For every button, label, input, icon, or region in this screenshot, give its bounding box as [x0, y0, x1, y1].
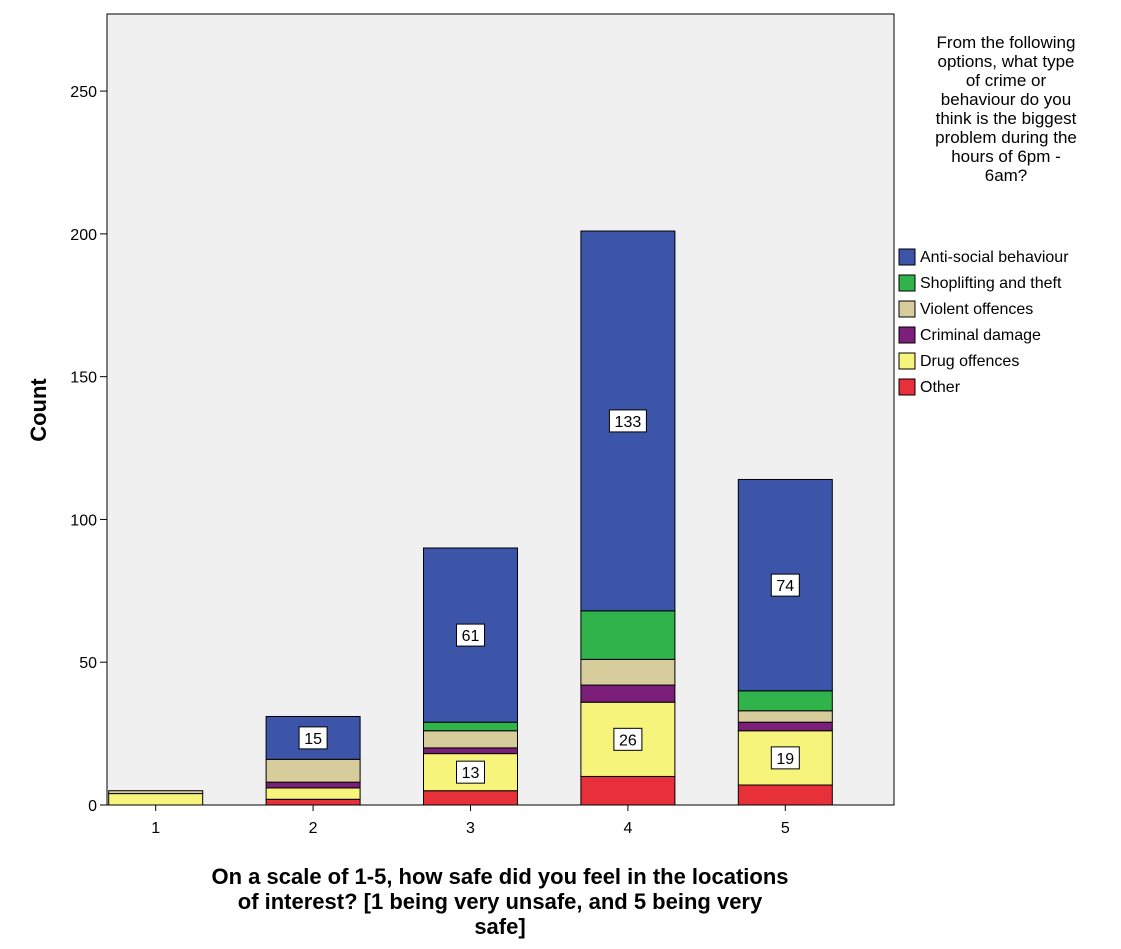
data-label-box — [770, 573, 800, 597]
legend-swatch — [898, 326, 916, 344]
x-axis-title: On a scale of 1-5, how safe did you feel… — [211, 864, 788, 939]
data-label: 15 — [304, 731, 322, 748]
data-label-box — [608, 409, 647, 433]
data-label-box — [298, 726, 328, 750]
x-tick-label: 1 — [151, 820, 160, 837]
bar-segment — [580, 684, 676, 703]
y-axis-title: Count — [26, 378, 51, 442]
x-tick-label: 5 — [781, 820, 790, 837]
data-labels-layer: 15 61 13 133 26 74 19 — [298, 409, 800, 784]
bar-segment — [265, 798, 361, 806]
x-axis-title-line: of interest? [1 being very unsafe, and 5… — [238, 889, 763, 914]
bar-segment — [580, 775, 676, 806]
bar-segment — [108, 793, 204, 806]
data-label: 61 — [462, 628, 480, 645]
data-label: 19 — [776, 751, 794, 768]
y-tick-label: 200 — [70, 227, 97, 244]
bar-segment — [108, 790, 204, 795]
x-axis-title-line: safe] — [474, 914, 525, 939]
data-label-box — [613, 727, 643, 751]
legend-title-line: options, what type — [937, 52, 1074, 71]
legend-title-line: problem during the — [935, 128, 1077, 147]
bar-segment — [423, 790, 518, 806]
bar-segment — [737, 721, 833, 732]
legend-label: Drug offences — [920, 353, 1019, 370]
y-tick-label: 50 — [79, 655, 97, 672]
legend-label: Violent offences — [920, 301, 1033, 318]
legend-title-line: 6am? — [985, 166, 1028, 185]
data-label-box — [456, 760, 485, 784]
bar-segment — [423, 730, 518, 749]
x-tick-label: 4 — [623, 820, 632, 837]
bar-segment — [423, 747, 518, 755]
data-label: 74 — [776, 578, 794, 595]
x-tick-label: 3 — [466, 820, 475, 837]
y-axis: 0 50 100 150 200 250 — [70, 84, 107, 815]
legend-swatch — [898, 274, 916, 292]
bar-segment — [737, 690, 833, 712]
data-label: 133 — [615, 414, 642, 431]
legend-label: Anti-social behaviour — [920, 249, 1069, 266]
legend-label: Shoplifting and theft — [920, 275, 1062, 292]
bar-segment — [423, 721, 518, 732]
legend-swatch — [898, 300, 916, 318]
legend-swatch — [898, 352, 916, 370]
x-axis: 1 2 3 4 5 — [151, 805, 790, 837]
bar-segment — [580, 610, 676, 660]
data-label-box — [770, 746, 800, 770]
legend-title-line: From the following — [937, 33, 1076, 52]
y-tick-label: 100 — [70, 512, 97, 529]
legend-swatch — [898, 248, 916, 266]
bar-segment — [265, 758, 361, 783]
legend-label: Other — [920, 379, 961, 396]
legend-title-line: behaviour do you — [941, 90, 1071, 109]
bar-segment — [737, 784, 833, 806]
legend-title-line: of crime or — [966, 71, 1047, 90]
legend-title-line: think is the biggest — [936, 109, 1077, 128]
bar-segment — [580, 658, 676, 686]
x-axis-title-line: On a scale of 1-5, how safe did you feel… — [211, 864, 788, 889]
bar-segment — [265, 787, 361, 800]
bar-segment — [737, 710, 833, 723]
x-tick-label: 2 — [309, 820, 318, 837]
bar-segment — [265, 781, 361, 789]
y-tick-label: 250 — [70, 84, 97, 101]
legend-label: Criminal damage — [920, 327, 1041, 344]
y-tick-label: 150 — [70, 370, 97, 387]
legend-swatch — [898, 378, 916, 396]
data-label: 26 — [619, 732, 637, 749]
data-label: 13 — [462, 765, 480, 782]
y-tick-label: 0 — [88, 798, 97, 815]
legend-title-line: hours of 6pm - — [951, 147, 1061, 166]
data-label-box — [456, 623, 485, 647]
